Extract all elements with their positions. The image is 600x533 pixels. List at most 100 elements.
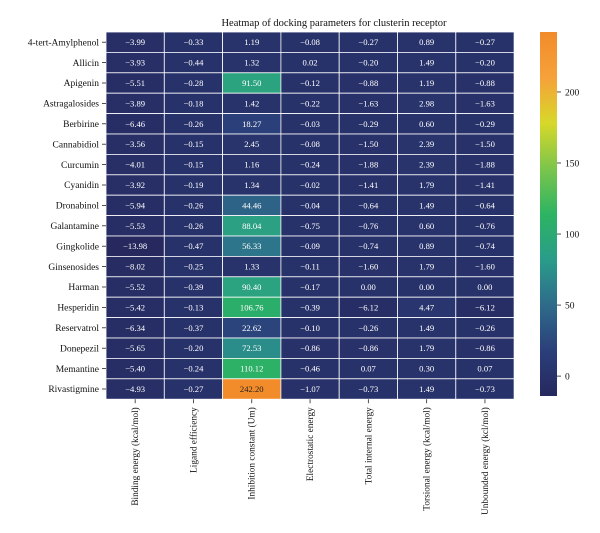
- column-label: Electrostatic energy: [306, 407, 316, 481]
- colorbar: 0 50 100 150 200: [540, 32, 580, 396]
- cell-value-label: 1.19: [419, 78, 434, 88]
- column-label: Unbounded energy (kcl/mol): [480, 407, 491, 515]
- cell-value-label: −0.08: [300, 37, 320, 47]
- cell-value-label: −0.29: [475, 119, 495, 129]
- cell-value-label: −0.47: [184, 241, 205, 251]
- cell-value-label: 1.79: [419, 343, 434, 353]
- cell-value-label: 90.40: [242, 282, 261, 292]
- cell-value-label: −0.74: [358, 241, 379, 251]
- cell-value-label: −1.50: [475, 139, 495, 149]
- colorbar-tick-label: 150: [565, 159, 580, 169]
- cell-value-label: −6.46: [125, 119, 146, 129]
- cell-value-label: 72.53: [242, 343, 261, 353]
- column-labels: Binding energy (kcal/mol) Ligand efficien…: [130, 399, 491, 515]
- row-label: Astragalosides: [43, 100, 99, 110]
- cell-value-label: 2.45: [244, 139, 259, 149]
- cell-value-label: −1.60: [475, 262, 495, 272]
- cell-value-label: −0.09: [300, 241, 320, 251]
- cell-value-label: 4.47: [419, 302, 435, 312]
- cell-value-label: 1.79: [419, 180, 434, 190]
- cell-value-label: 91.50: [242, 78, 261, 88]
- cell-value-label: −1.07: [300, 384, 321, 394]
- cell-value-label: −0.29: [358, 119, 378, 129]
- cell-value-label: 22.62: [242, 323, 261, 333]
- cell-value-label: −0.73: [358, 384, 378, 394]
- cell-value-label: 18.27: [242, 119, 262, 129]
- cell-value-label: −13.98: [123, 241, 147, 251]
- cell-value-label: 2.39: [419, 139, 434, 149]
- row-label: Gingkolide: [56, 242, 99, 252]
- cell-value-label: −0.26: [184, 200, 205, 210]
- cell-value-label: −4.01: [125, 160, 145, 170]
- cell-value-label: −0.27: [184, 384, 205, 394]
- cell-value-label: 0.60: [419, 221, 434, 231]
- cell-value-label: −0.24: [184, 364, 205, 374]
- cell-value-label: −1.63: [475, 98, 495, 108]
- cell-value-label: −0.88: [475, 78, 495, 88]
- cell-value-label: −0.20: [358, 58, 378, 68]
- cell-value-label: −0.22: [300, 98, 320, 108]
- row-label: Curcumin: [61, 161, 99, 171]
- cell-value-label: −8.02: [125, 262, 145, 272]
- row-label: Galantamine: [50, 222, 99, 232]
- cell-value-label: −0.20: [475, 58, 495, 68]
- row-label: Berbirine: [63, 120, 99, 130]
- cell-value-label: −0.76: [475, 221, 496, 231]
- cell-value-label: −0.08: [300, 139, 320, 149]
- cell-value-label: −3.93: [125, 58, 145, 68]
- cell-value-label: −0.64: [358, 200, 379, 210]
- row-label: Donepezil: [60, 344, 99, 354]
- cell-value-label: −1.88: [358, 160, 378, 170]
- colorbar-tick-label: 200: [565, 88, 580, 98]
- row-label: Dronabinol: [56, 202, 100, 212]
- heatmap-cell: [455, 378, 515, 400]
- cell-value-label: −0.12: [300, 78, 320, 88]
- cell-value-label: −0.04: [300, 200, 321, 210]
- cell-value-label: 110.12: [240, 364, 263, 374]
- row-label: Harman: [68, 283, 99, 293]
- cell-value-label: −1.63: [358, 98, 378, 108]
- cell-value-label: −3.92: [125, 180, 145, 190]
- row-label: Rivastigmine: [48, 385, 99, 395]
- cell-value-label: 0.60: [419, 119, 434, 129]
- cell-value-label: −5.52: [125, 282, 145, 292]
- cell-value-label: −5.40: [125, 364, 145, 374]
- cell-value-label: −0.10: [300, 323, 320, 333]
- cell-value-label: 1.32: [244, 58, 259, 68]
- cell-value-label: 2.39: [419, 160, 434, 170]
- row-label: Allicin: [73, 59, 100, 69]
- cell-value-label: 0.89: [419, 241, 434, 251]
- cell-value-label: −0.26: [475, 323, 496, 333]
- cell-value-label: −0.75: [300, 221, 320, 231]
- cell-value-label: 1.49: [419, 384, 434, 394]
- cell-value-label: −0.15: [184, 139, 204, 149]
- cell-value-label: −0.86: [358, 343, 379, 353]
- cell-value-label: 1.79: [419, 262, 434, 272]
- row-label: 4-tert-Amylphenol: [28, 38, 100, 48]
- cell-value-label: −3.89: [125, 98, 145, 108]
- cell-value-label: −5.65: [125, 343, 145, 353]
- cell-value-label: −0.20: [184, 343, 204, 353]
- cell-value-label: 1.42: [244, 98, 259, 108]
- chart-title: Heatmap of docking parameters for cluste…: [221, 18, 447, 29]
- cell-value-label: −5.51: [125, 78, 145, 88]
- cell-value-label: −1.41: [358, 180, 378, 190]
- cell-value-label: 0.00: [477, 282, 492, 292]
- cell-value-label: 1.49: [419, 58, 434, 68]
- row-label: Memantine: [56, 365, 99, 375]
- colorbar-tick-label: 50: [565, 301, 575, 311]
- cell-value-label: −1.41: [475, 180, 495, 190]
- column-label: Inhibition constant (Um): [247, 407, 258, 499]
- cell-value-label: −0.39: [184, 282, 204, 292]
- cell-value-label: −6.12: [475, 302, 495, 312]
- cell-value-label: −0.17: [300, 282, 321, 292]
- cell-value-label: −3.99: [125, 37, 145, 47]
- cell-value-label: −0.02: [300, 180, 320, 190]
- cell-value-label: −5.42: [125, 302, 145, 312]
- cell-value-label: −0.86: [300, 343, 321, 353]
- cell-value-label: −1.50: [358, 139, 378, 149]
- cell-value-label: 0.00: [419, 282, 434, 292]
- cell-value-label: −0.74: [475, 241, 496, 251]
- cell-value-label: −3.56: [125, 139, 146, 149]
- cell-value-label: −0.11: [300, 262, 320, 272]
